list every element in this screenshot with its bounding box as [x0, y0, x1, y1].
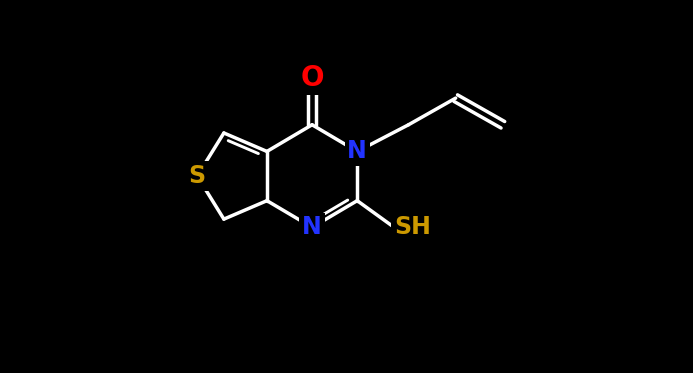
Text: SH: SH: [394, 215, 431, 239]
Text: S: S: [188, 164, 206, 188]
Text: N: N: [347, 140, 367, 163]
Text: O: O: [300, 63, 324, 92]
Text: N: N: [302, 215, 322, 239]
